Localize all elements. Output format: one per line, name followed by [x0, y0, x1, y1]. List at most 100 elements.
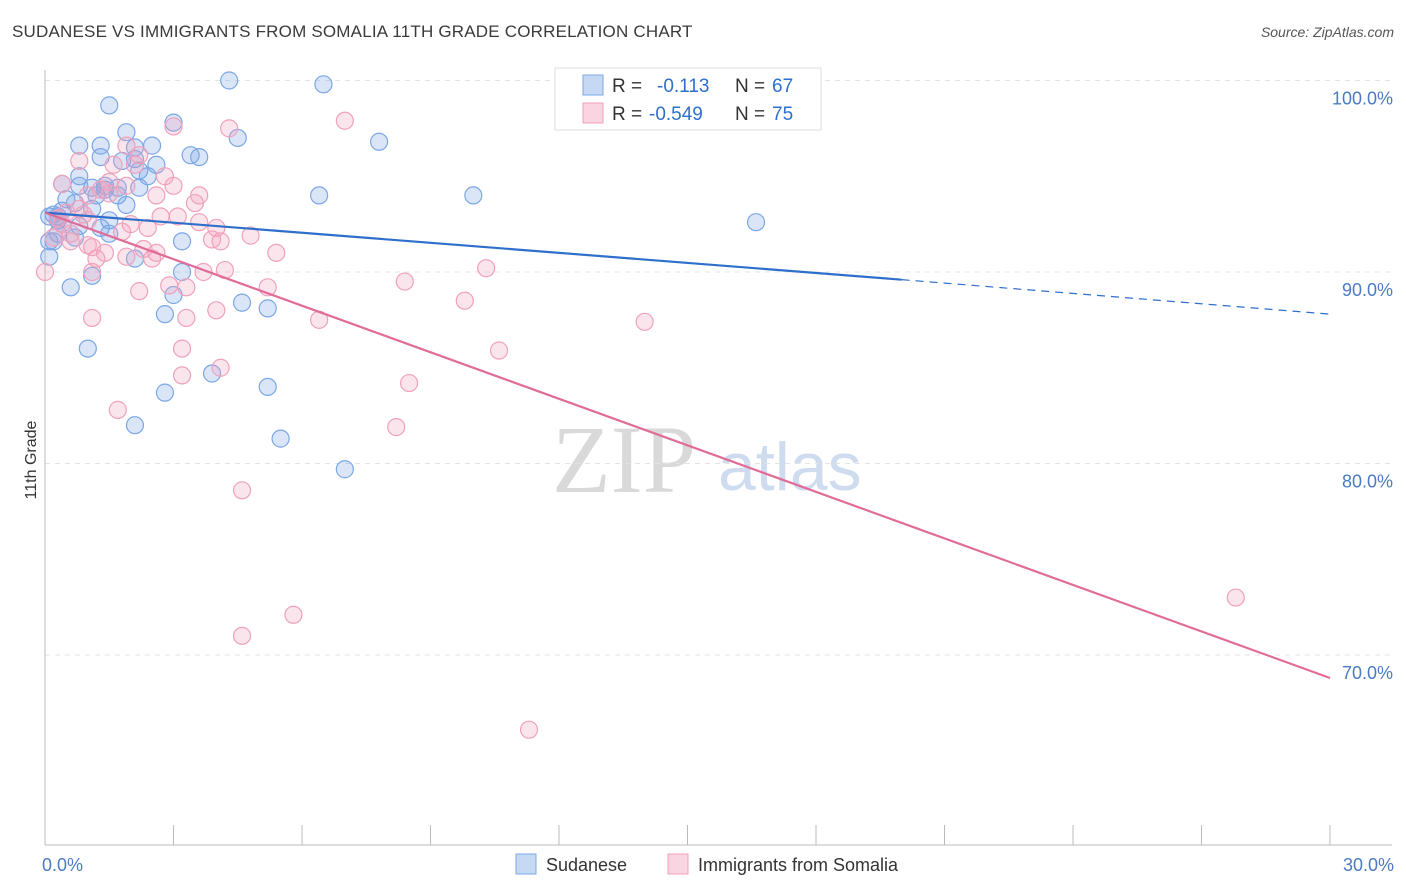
- somalia-point-72: [185, 193, 205, 213]
- somalia-point-27: [241, 226, 260, 245]
- sudanese-point-56: [155, 305, 175, 324]
- axes: [44, 70, 1392, 846]
- somalia-point-24: [207, 218, 226, 238]
- somalia-point-73: [155, 167, 175, 186]
- somalia-point-50: [207, 301, 226, 320]
- sudanese-point-47: [172, 232, 192, 251]
- somalia-point-74: [78, 186, 97, 205]
- somalia-point-45: [160, 276, 179, 295]
- somalia-point-3: [117, 136, 136, 155]
- somalia-point-13: [147, 186, 166, 205]
- somalia-point-54: [635, 312, 654, 331]
- trend-lines: [44, 211, 1331, 680]
- sudanese-point-40: [746, 213, 766, 232]
- sudanese-point-61: [125, 416, 145, 435]
- legend-n-label-2: N =: [735, 104, 765, 125]
- watermark-atlas: atlas: [718, 429, 862, 505]
- watermark: ZIP atlas: [552, 406, 862, 513]
- legend-swatch-somalia: [582, 102, 604, 124]
- somalia-point-0: [335, 111, 354, 130]
- sudanese-point-57: [78, 339, 97, 358]
- somalia-point-58: [172, 366, 192, 385]
- y-tick-label-1: 90.0%: [1342, 280, 1393, 300]
- somalia-point-63: [284, 605, 303, 624]
- x-tick-label-0: 0.0%: [42, 855, 83, 875]
- sudanese-point-52: [61, 278, 80, 297]
- bottom-legend: Sudanese Immigrants from Somalia: [515, 853, 899, 875]
- legend-r-value-1: -0.113: [657, 76, 709, 97]
- bottom-legend-label-sudanese: Sudanese: [546, 855, 627, 875]
- somalia-point-9: [53, 174, 72, 194]
- somalia-point-30: [211, 232, 230, 251]
- somalia-point-62: [232, 481, 252, 500]
- sudanese-point-19: [70, 167, 89, 186]
- legend-n-value-2: 75: [772, 104, 793, 125]
- sudanese-point-1: [314, 75, 333, 94]
- source-label: Source: ZipAtlas.com: [1260, 24, 1394, 40]
- legend-r-value-2: -0.549: [649, 104, 703, 125]
- somalia-point-60: [108, 400, 127, 419]
- somalia-point-34: [267, 243, 286, 262]
- sudanese-point-54: [232, 293, 252, 312]
- somalia-point-43: [83, 262, 102, 282]
- legend-swatch-sudanese: [582, 74, 604, 96]
- chart-title: SUDANESE VS IMMIGRANTS FROM SOMALIA 11TH…: [12, 22, 693, 41]
- somalia-point-29: [61, 232, 80, 251]
- sudanese-point-62: [271, 429, 290, 448]
- somalia-point-61: [387, 418, 406, 437]
- somalia-point-49: [455, 291, 474, 310]
- top-legend: R = -0.113 N = 67 R = -0.549 N = 75: [554, 67, 822, 131]
- somalia-point-4: [130, 146, 149, 165]
- sudanese-point-7: [70, 136, 89, 155]
- sudanese-point-59: [258, 377, 277, 396]
- somalia-point-37: [142, 249, 162, 268]
- somalia-point-42: [477, 259, 496, 278]
- somalia-trend-line: [44, 211, 1331, 680]
- somalia-point-48: [130, 282, 149, 301]
- y-tick-label-3: 70.0%: [1342, 663, 1393, 683]
- sudanese-point-33: [117, 195, 136, 215]
- somalia-point-7: [125, 155, 145, 174]
- bottom-legend-swatch-somalia: [667, 853, 689, 875]
- somalia-point-1: [164, 117, 183, 136]
- legend-r-label-2: R =: [612, 104, 642, 125]
- y-axis-label: 11th Grade: [23, 420, 40, 499]
- legend-r-label-1: R =: [612, 76, 642, 97]
- somalia-point-59: [399, 373, 419, 393]
- sudanese-point-28: [464, 186, 483, 205]
- gridlines: [45, 80, 1392, 656]
- somalia-point-15: [100, 184, 119, 203]
- sudanese-point-50: [172, 262, 192, 282]
- somalia-point-19: [168, 207, 187, 226]
- somalia-point-23: [138, 218, 157, 238]
- somalia-point-22: [190, 213, 209, 232]
- somalia-point-11: [117, 176, 136, 195]
- somalia-point-64: [232, 626, 252, 645]
- somalia-point-6: [104, 155, 123, 174]
- sudanese-point-60: [155, 383, 175, 402]
- sudanese-point-48: [40, 247, 59, 266]
- somalia-point-57: [211, 358, 230, 377]
- tick-labels: 100.0% 90.0% 80.0% 70.0% 0.0% 30.0%: [42, 89, 1394, 876]
- sudanese-point-0: [220, 71, 239, 90]
- somalia-point-46: [177, 278, 196, 297]
- y-tick-label-0: 100.0%: [1332, 89, 1393, 109]
- sudanese-point-51: [83, 266, 102, 285]
- sudanese-point-3: [164, 113, 183, 132]
- sudanese-trend-line: [44, 211, 902, 281]
- sudanese-point-63: [335, 460, 354, 479]
- legend-n-label-1: N =: [735, 76, 765, 97]
- sudanese-point-27: [310, 186, 329, 205]
- y-tick-label-2: 80.0%: [1342, 472, 1393, 492]
- somalia-point-56: [489, 341, 509, 360]
- watermark-zip: ZIP: [552, 406, 696, 513]
- bottom-legend-label-somalia: Immigrants from Somalia: [698, 855, 899, 875]
- sudanese-point-2: [100, 96, 119, 115]
- somalia-point-36: [117, 247, 136, 266]
- sudanese-trend-extension: [901, 279, 1331, 315]
- bottom-legend-swatch-sudanese: [515, 853, 537, 875]
- somalia-point-71: [44, 228, 63, 247]
- sudanese-point-4: [117, 123, 136, 142]
- sudanese-point-12: [190, 148, 209, 167]
- somalia-point-52: [177, 308, 196, 328]
